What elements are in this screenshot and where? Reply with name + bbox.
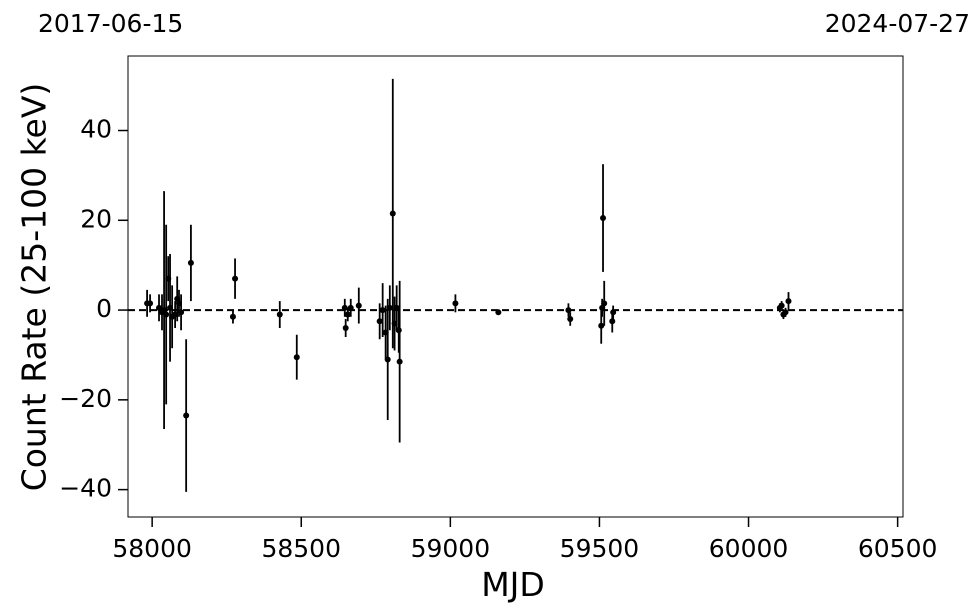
x-tick-label: 59500 bbox=[560, 534, 640, 563]
data-point bbox=[376, 318, 383, 325]
data-point bbox=[147, 300, 154, 307]
data-point bbox=[452, 300, 459, 307]
data-point bbox=[601, 300, 608, 307]
end-date: 2024-07-27 bbox=[825, 9, 970, 38]
x-axis-label: MJD bbox=[481, 565, 545, 604]
data-point bbox=[384, 356, 391, 363]
data-point bbox=[163, 311, 170, 318]
y-tick-label: −40 bbox=[59, 474, 112, 503]
data-point bbox=[389, 210, 396, 217]
x-tick-label: 59000 bbox=[411, 534, 491, 563]
data-point bbox=[347, 304, 354, 311]
data-point bbox=[178, 309, 185, 316]
data-point bbox=[567, 316, 574, 323]
data-point bbox=[565, 307, 572, 314]
data-point bbox=[232, 275, 239, 282]
data-point bbox=[785, 298, 792, 305]
plot-frame bbox=[127, 55, 904, 518]
data-point bbox=[386, 304, 393, 311]
y-tick-label: 0 bbox=[96, 294, 112, 323]
start-date: 2017-06-15 bbox=[38, 9, 183, 38]
y-tick-label: 40 bbox=[80, 115, 112, 144]
data-point bbox=[355, 302, 362, 309]
x-tick-label: 58500 bbox=[261, 534, 341, 563]
data-point bbox=[276, 311, 283, 318]
data-point bbox=[598, 322, 605, 329]
x-tick-label: 58000 bbox=[112, 534, 192, 563]
data-point bbox=[156, 304, 163, 311]
data-point bbox=[610, 309, 617, 316]
data-point bbox=[609, 318, 616, 325]
data-point bbox=[396, 358, 403, 365]
data-point bbox=[183, 412, 190, 419]
data-point bbox=[379, 307, 386, 314]
y-axis-label: Count Rate (25-100 keV) bbox=[15, 83, 54, 492]
data-point bbox=[782, 309, 789, 316]
y-tick-label: 20 bbox=[80, 204, 112, 233]
x-tick-label: 60000 bbox=[709, 534, 789, 563]
y-tick-label: −20 bbox=[59, 384, 112, 413]
data-point bbox=[293, 354, 300, 361]
data-point bbox=[342, 325, 349, 332]
data-point bbox=[341, 304, 348, 311]
data-point bbox=[344, 311, 351, 318]
x-tick-label: 60500 bbox=[858, 534, 938, 563]
data-point bbox=[495, 309, 502, 316]
data-point bbox=[600, 215, 607, 222]
data-point bbox=[778, 302, 785, 309]
data-point bbox=[187, 259, 194, 266]
data-point bbox=[229, 313, 236, 320]
